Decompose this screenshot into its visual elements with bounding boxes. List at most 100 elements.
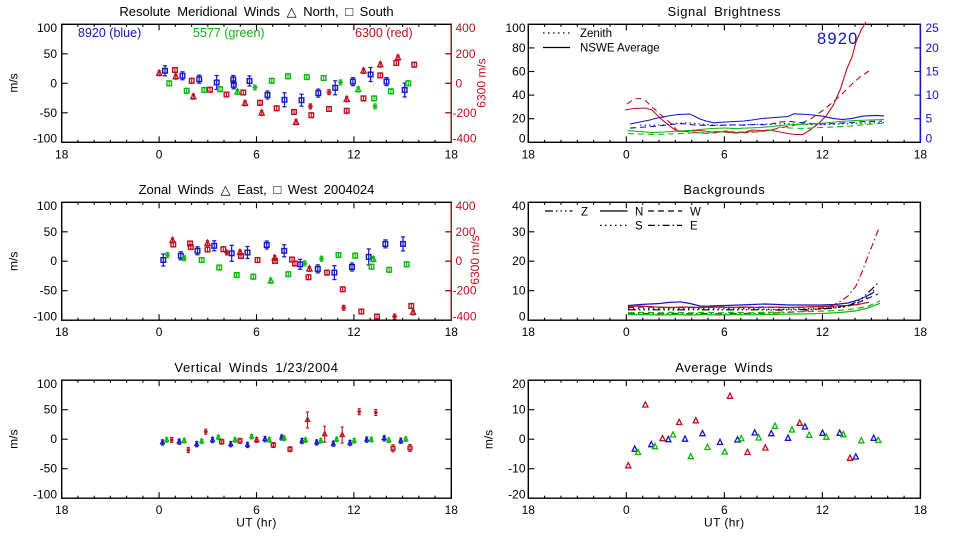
svg-text:0: 0 [623,503,630,517]
svg-text:0: 0 [519,432,526,446]
svg-text:Zonal Winds △ East, □ West 200: Zonal Winds △ East, □ West 2004024 [139,182,375,197]
svg-text:-400: -400 [453,132,477,146]
svg-text:6: 6 [253,503,260,517]
svg-text:10: 10 [512,403,526,417]
svg-text:20: 20 [512,377,526,391]
svg-text:6: 6 [721,325,728,339]
svg-text:Vertical Winds 1/23/2004: Vertical Winds 1/23/2004 [174,360,338,375]
svg-text:0: 0 [156,503,163,517]
svg-text:0: 0 [926,132,933,146]
svg-text:8920 (blue): 8920 (blue) [78,26,141,40]
svg-text:18: 18 [55,503,69,517]
svg-text:18: 18 [522,503,536,517]
svg-text:-10: -10 [508,462,526,476]
svg-text:-200: -200 [453,284,477,298]
svg-text:6300 (red): 6300 (red) [355,26,413,40]
svg-text:18: 18 [445,503,459,517]
svg-text:Backgrounds: Backgrounds [683,182,765,197]
svg-text:UT (hr): UT (hr) [704,516,745,530]
svg-text:-400: -400 [453,310,477,324]
svg-text:12: 12 [347,147,361,161]
svg-text:-200: -200 [453,106,477,120]
svg-text:50: 50 [44,225,58,239]
svg-text:12: 12 [347,503,361,517]
svg-text:12: 12 [816,325,830,339]
svg-text:Z: Z [581,207,588,219]
svg-text:0: 0 [623,147,630,161]
svg-text:S: S [635,221,643,233]
svg-text:40: 40 [512,88,526,102]
svg-text:60: 60 [512,65,526,79]
svg-text:100: 100 [37,199,57,213]
svg-text:0: 0 [456,254,463,268]
svg-text:18: 18 [55,325,69,339]
svg-text:400: 400 [456,21,476,35]
svg-text:40: 40 [512,199,526,213]
svg-text:6: 6 [721,503,728,517]
svg-text:0: 0 [456,76,463,90]
svg-text:80: 80 [512,41,526,55]
svg-text:Signal Brightness: Signal Brightness [668,4,782,19]
svg-text:400: 400 [456,199,476,213]
svg-text:6: 6 [253,325,260,339]
svg-text:Zenith: Zenith [580,28,612,40]
svg-text:0: 0 [519,310,526,324]
svg-text:-100: -100 [33,310,57,324]
svg-text:0: 0 [156,147,163,161]
svg-text:25: 25 [926,21,940,35]
svg-text:m/s: m/s [7,430,21,449]
svg-text:0: 0 [50,76,57,90]
svg-text:-50: -50 [40,106,58,120]
svg-text:10: 10 [926,88,940,102]
svg-text:-100: -100 [33,132,57,146]
svg-text:18: 18 [55,147,69,161]
svg-text:12: 12 [816,147,830,161]
svg-text:6300 m/s: 6300 m/s [475,58,489,107]
svg-text:Average Winds: Average Winds [675,360,773,375]
svg-text:100: 100 [37,377,57,391]
svg-text:200: 200 [456,225,476,239]
svg-text:6300 m/s: 6300 m/s [468,235,482,284]
svg-text:E: E [690,221,698,233]
svg-text:50: 50 [44,47,58,61]
svg-text:0: 0 [623,325,630,339]
svg-text:Resolute Meridional Winds △ No: Resolute Meridional Winds △ North, □ Sou… [119,4,393,19]
svg-text:UT (hr): UT (hr) [236,516,277,530]
svg-text:18: 18 [445,325,459,339]
svg-text:8920: 8920 [817,30,859,48]
svg-text:18: 18 [522,325,536,339]
svg-text:50: 50 [44,403,58,417]
svg-text:W: W [690,207,701,219]
svg-text:0: 0 [50,254,57,268]
svg-text:18: 18 [522,147,536,161]
svg-text:-20: -20 [508,488,526,502]
svg-text:m/s: m/s [7,252,21,271]
svg-text:0: 0 [156,325,163,339]
svg-text:12: 12 [347,325,361,339]
svg-text:20: 20 [512,254,526,268]
svg-text:30: 30 [512,225,526,239]
svg-text:m/s: m/s [7,73,21,92]
svg-text:N: N [635,207,643,219]
svg-text:5: 5 [926,112,933,126]
svg-text:18: 18 [914,325,928,339]
svg-text:5577 (green): 5577 (green) [193,26,265,40]
svg-text:0: 0 [519,132,526,146]
svg-text:6: 6 [721,147,728,161]
svg-text:-50: -50 [40,462,58,476]
svg-text:18: 18 [445,147,459,161]
svg-text:10: 10 [512,284,526,298]
svg-text:12: 12 [816,503,830,517]
svg-text:-50: -50 [40,284,58,298]
svg-text:100: 100 [505,21,525,35]
svg-text:20: 20 [926,41,940,55]
svg-text:20: 20 [512,112,526,126]
svg-text:18: 18 [914,503,928,517]
svg-text:15: 15 [926,65,940,79]
svg-text:100: 100 [37,21,57,35]
svg-text:6: 6 [253,147,260,161]
svg-text:m/s: m/s [482,430,496,449]
svg-text:200: 200 [456,47,476,61]
svg-text:-100: -100 [33,488,57,502]
svg-text:18: 18 [914,147,928,161]
